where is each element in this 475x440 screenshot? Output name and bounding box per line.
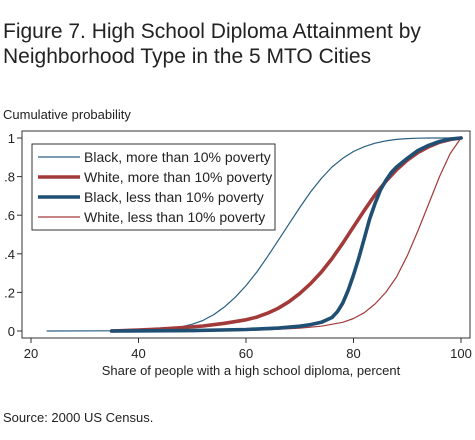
y-tick-label: .4: [4, 247, 15, 262]
legend: Black, more than 10% poverty White, more …: [31, 143, 276, 231]
y-tick-label: .2: [4, 285, 15, 300]
legend-label-2: Black, less than 10% poverty: [84, 189, 264, 205]
y-axis-label: Cumulative probability: [3, 107, 131, 122]
y-tick-label: 1: [8, 131, 15, 146]
y-tick-label: .8: [4, 170, 15, 185]
x-tick-label: 100: [450, 346, 472, 361]
legend-label-1: White, more than 10% poverty: [84, 169, 272, 185]
legend-label-3: White, less than 10% poverty: [84, 209, 265, 225]
y-tick-label: .6: [4, 208, 15, 223]
x-tick-label: 60: [239, 346, 253, 361]
series-line-0: [46, 137, 462, 332]
x-tick-label: 20: [24, 346, 38, 361]
x-tick-label: 40: [131, 346, 145, 361]
x-tick-label: 80: [346, 346, 360, 361]
series-line-2: [109, 136, 463, 333]
legend-label-0: Black, more than 10% poverty: [84, 149, 271, 165]
source-note: Source: 2000 US Census.: [3, 410, 154, 425]
page-title: Figure 7. High School Diploma Attainment…: [3, 20, 421, 68]
tick-group: 20 40 60 80 100 0 .2 .4 .6 .8 1: [4, 131, 472, 361]
series-group: [46, 136, 463, 333]
x-axis-label: Share of people with a high school diplo…: [102, 363, 401, 378]
y-tick-label: 0: [8, 324, 15, 339]
legend-box: [31, 143, 276, 231]
